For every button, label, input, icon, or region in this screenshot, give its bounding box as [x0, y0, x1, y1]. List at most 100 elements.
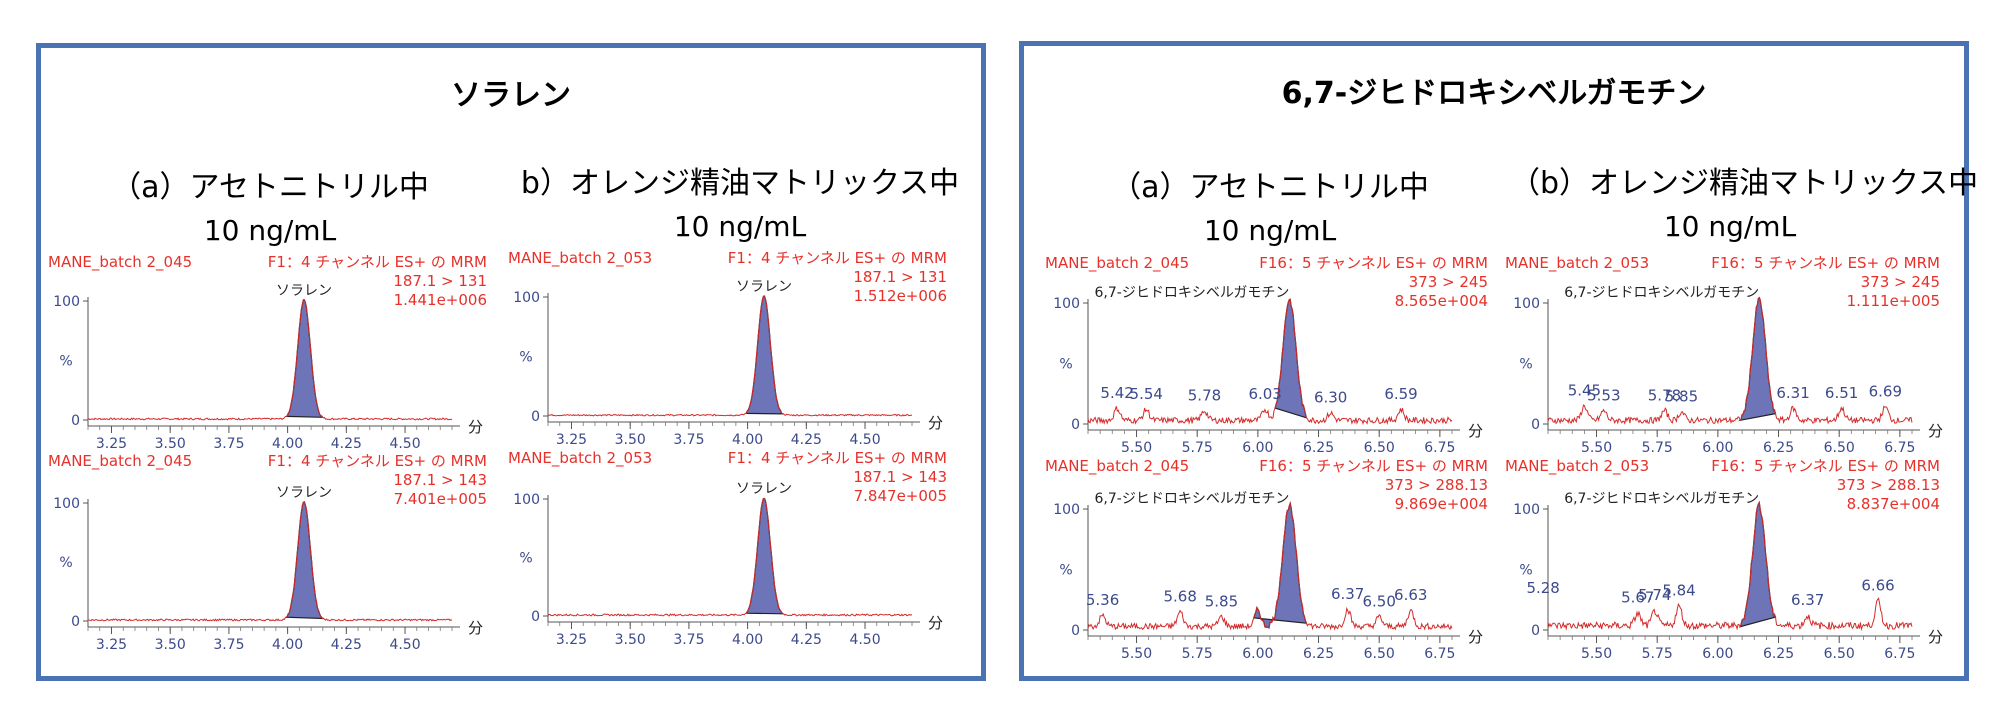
retention-time-label: 6.66 — [1861, 577, 1894, 595]
intensity-label: 7.847e+005 — [854, 487, 947, 505]
retention-time-label: 6.69 — [1869, 383, 1902, 401]
transition-label: 373 > 245 — [1409, 273, 1488, 291]
x-tick-label: 3.50 — [615, 432, 646, 448]
y-axis-label: % — [1519, 357, 1532, 373]
transition-label: 187.1 > 131 — [393, 272, 487, 290]
x-tick-label: 4.25 — [791, 432, 822, 448]
retention-time-label: 5.36 — [1086, 591, 1119, 609]
retention-time-label: 6.50 — [1362, 592, 1395, 610]
retention-time-label: 5.85 — [1205, 592, 1238, 610]
transition-label: 373 > 245 — [1861, 273, 1940, 291]
y-min-label: 0 — [71, 413, 80, 429]
x-tick-label: 3.75 — [673, 632, 704, 648]
function-label: F1：4 チャンネル ES+ の MRM — [728, 249, 947, 267]
chromatogram-trace — [87, 299, 453, 421]
retention-time-label: 6.37 — [1331, 585, 1364, 603]
sample-name: MANE_batch 2_045 — [1045, 254, 1189, 273]
x-tick-label: 4.00 — [272, 637, 303, 653]
chromatogram-trace — [87, 501, 453, 622]
y-max-label: 100 — [53, 294, 80, 310]
chromatogram-trace — [1087, 501, 1453, 631]
column-header: b）オレンジ精油マトリックス中 10 ng/mL — [520, 158, 960, 243]
x-unit-label: 分 — [468, 619, 483, 637]
x-tick-label: 3.25 — [556, 632, 587, 648]
transition-label: 187.1 > 143 — [393, 471, 487, 489]
x-tick-label: 4.25 — [791, 632, 822, 648]
x-unit-label: 分 — [928, 414, 943, 432]
function-label: F16：5 チャンネル ES+ の MRM — [1259, 457, 1488, 475]
peak-label: 6,7-ジヒドロキシベルガモチン — [1095, 285, 1290, 301]
chromatogram-trace — [547, 497, 913, 617]
intensity-label: 1.512e+006 — [854, 287, 947, 305]
y-axis-label: % — [1059, 563, 1072, 579]
y-axis-label: % — [1519, 563, 1532, 579]
retention-time-label: 6.59 — [1384, 385, 1417, 403]
x-tick-label: 3.75 — [213, 637, 244, 653]
x-tick-label: 6.00 — [1242, 646, 1273, 662]
retention-time-label: 6.31 — [1776, 384, 1809, 402]
x-tick-label: 3.25 — [556, 432, 587, 448]
peak-fill — [1738, 296, 1777, 422]
transition-label: 373 > 288.13 — [1385, 476, 1488, 494]
x-tick-label: 4.50 — [849, 632, 880, 648]
x-tick-label: 6.25 — [1303, 646, 1334, 662]
intensity-label: 8.837e+004 — [1847, 495, 1940, 513]
function-label: F1：4 チャンネル ES+ の MRM — [268, 452, 487, 470]
x-tick-label: 5.50 — [1121, 440, 1152, 456]
sample-name: MANE_batch 2_045 — [1045, 457, 1189, 476]
peak-label: ソラレン — [276, 283, 332, 299]
y-max-label: 100 — [1513, 502, 1540, 518]
y-max-label: 100 — [1513, 296, 1540, 312]
condition-label: （a）アセトニトリル中 — [1111, 170, 1429, 205]
concentration-label: 10 ng/mL — [203, 214, 337, 247]
x-tick-label: 5.75 — [1642, 440, 1673, 456]
x-tick-label: 6.00 — [1242, 440, 1273, 456]
intensity-label: 7.401e+005 — [394, 490, 487, 508]
x-unit-label: 分 — [468, 418, 483, 436]
column-header: （a）アセトニトリル中 10 ng/mL — [1110, 162, 1430, 247]
retention-time-label: 5.74 — [1638, 586, 1671, 604]
retention-time-label: 5.68 — [1164, 587, 1197, 605]
function-label: F16：5 チャンネル ES+ の MRM — [1711, 254, 1940, 272]
concentration-label: 10 ng/mL — [1663, 210, 1797, 243]
column-header: （a）アセトニトリル中 10 ng/mL — [110, 162, 430, 247]
x-tick-label: 4.25 — [331, 637, 362, 653]
retention-time-label: 5.78 — [1648, 386, 1681, 404]
retention-time-label: 6.03 — [1248, 385, 1281, 403]
y-min-label: 0 — [1071, 623, 1080, 639]
x-tick-label: 5.75 — [1642, 646, 1673, 662]
peak-label: 6,7-ジヒドロキシベルガモチン — [1095, 491, 1290, 507]
y-min-label: 0 — [1071, 417, 1080, 433]
peak-label: ソラレン — [276, 485, 332, 501]
condition-label: （a）アセトニトリル中 — [111, 170, 429, 205]
concentration-label: 10 ng/mL — [1203, 214, 1337, 247]
y-max-label: 100 — [1053, 502, 1080, 518]
y-axis-label: % — [1059, 357, 1072, 373]
retention-time-label: 5.67 — [1621, 589, 1654, 607]
panel-dihydroxybergamottin: 6,7-ジヒドロキシベルガモチン — [1019, 41, 1969, 681]
x-tick-label: 4.00 — [272, 436, 303, 452]
x-unit-label: 分 — [1928, 628, 1943, 646]
x-tick-label: 6.00 — [1702, 646, 1733, 662]
x-tick-label: 5.50 — [1121, 646, 1152, 662]
x-tick-label: 3.75 — [213, 436, 244, 452]
peak-label: 6,7-ジヒドロキシベルガモチン — [1564, 491, 1759, 507]
peak-label: ソラレン — [736, 279, 792, 295]
x-tick-label: 6.50 — [1824, 440, 1855, 456]
x-tick-label: 6.50 — [1364, 646, 1395, 662]
x-tick-label: 6.75 — [1884, 646, 1915, 662]
chromatogram-trace — [1547, 296, 1913, 425]
intensity-label: 8.565e+004 — [1395, 292, 1488, 310]
x-tick-label: 4.50 — [389, 637, 420, 653]
chromatogram-trace — [1547, 501, 1913, 632]
x-tick-label: 4.25 — [331, 436, 362, 452]
peak-fill — [1253, 501, 1308, 629]
x-unit-label: 分 — [1928, 422, 1943, 440]
sample-name: MANE_batch 2_053 — [1505, 254, 1649, 273]
y-min-label: 0 — [531, 409, 540, 425]
x-tick-label: 6.00 — [1702, 440, 1733, 456]
x-tick-label: 6.75 — [1424, 440, 1455, 456]
function-label: F16：5 チャンネル ES+ の MRM — [1711, 457, 1940, 475]
y-min-label: 0 — [1531, 623, 1540, 639]
